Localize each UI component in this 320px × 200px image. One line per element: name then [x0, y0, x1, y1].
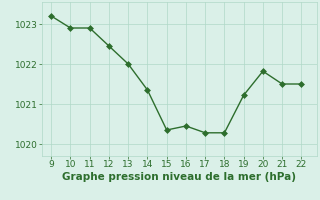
X-axis label: Graphe pression niveau de la mer (hPa): Graphe pression niveau de la mer (hPa)	[62, 172, 296, 182]
